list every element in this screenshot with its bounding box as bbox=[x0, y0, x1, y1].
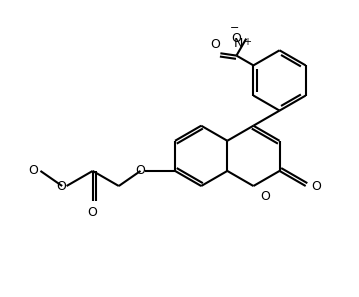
Text: O: O bbox=[135, 165, 145, 177]
Text: O: O bbox=[311, 179, 321, 192]
Text: +: + bbox=[243, 37, 251, 48]
Text: O: O bbox=[211, 37, 220, 50]
Text: −: − bbox=[230, 23, 239, 33]
Text: O: O bbox=[88, 206, 98, 219]
Text: O: O bbox=[29, 165, 39, 177]
Text: O: O bbox=[231, 32, 241, 45]
Text: O: O bbox=[57, 179, 66, 192]
Text: O: O bbox=[260, 190, 270, 203]
Text: N: N bbox=[234, 37, 243, 50]
